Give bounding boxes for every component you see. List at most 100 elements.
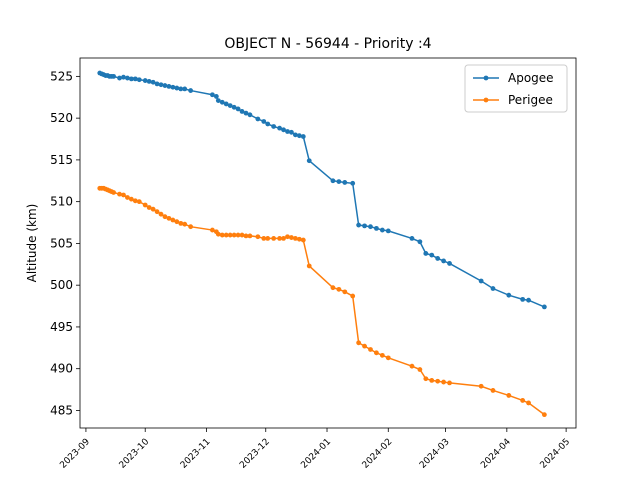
perigee-point xyxy=(385,355,391,361)
perigee-point xyxy=(255,234,261,240)
apogee-point xyxy=(121,74,126,80)
perigee-point xyxy=(478,383,484,389)
perigee-point xyxy=(136,199,142,205)
apogee-point xyxy=(350,180,356,186)
perigee-point xyxy=(265,236,271,241)
perigee-point xyxy=(379,352,385,358)
apogee-point xyxy=(213,94,219,99)
apogee-point xyxy=(261,119,267,124)
apogee-point xyxy=(223,101,229,107)
perigee-point xyxy=(239,232,245,238)
apogee-point xyxy=(255,116,261,122)
apogee-point xyxy=(292,132,298,138)
perigee-point xyxy=(423,376,429,382)
legend: Apogee Perigee xyxy=(464,64,568,113)
perigee-point xyxy=(162,214,168,220)
apogee-point xyxy=(235,106,241,112)
perigee-point xyxy=(128,196,134,202)
perigee-point xyxy=(490,388,496,393)
perigee-point xyxy=(289,235,294,240)
legend-label-apogee: Apogee xyxy=(508,71,554,85)
perigee-point xyxy=(235,232,241,238)
apogee-point xyxy=(210,92,215,98)
apogee-point xyxy=(136,77,142,83)
apogee-point xyxy=(526,297,531,303)
perigee-point xyxy=(146,205,152,210)
perigee-point xyxy=(154,209,160,215)
perigee-point xyxy=(215,231,221,237)
apogee-point xyxy=(158,82,164,88)
perigee-point xyxy=(506,393,512,398)
y-tick-label: 525 xyxy=(50,69,73,83)
perigee-point xyxy=(243,233,249,239)
apogee-point xyxy=(374,225,379,231)
y-tick-label: 515 xyxy=(50,153,73,167)
apogee-point xyxy=(117,75,122,81)
perigee-point xyxy=(306,263,312,269)
apogee-point xyxy=(285,129,290,134)
perigee-point xyxy=(150,206,156,212)
apogee-point xyxy=(265,121,271,127)
apogee-point xyxy=(125,75,130,81)
y-tick-label: 485 xyxy=(50,403,73,417)
apogee-point xyxy=(478,278,484,284)
apogee-point xyxy=(174,85,180,91)
perigee-point xyxy=(409,363,415,369)
apogee-point xyxy=(247,112,253,118)
apogee-point xyxy=(166,84,172,89)
perigee-point xyxy=(132,198,138,204)
apogee-point xyxy=(271,124,277,129)
perigee-point xyxy=(441,379,446,385)
apogee-point xyxy=(506,292,512,298)
perigee-point xyxy=(292,236,298,241)
perigee-point xyxy=(429,377,435,383)
apogee-point xyxy=(490,286,496,291)
perigee-point xyxy=(142,202,148,208)
perigee-point xyxy=(541,412,547,418)
apogee-point xyxy=(146,78,152,84)
perigee-point xyxy=(227,232,233,238)
perigee-point xyxy=(166,215,172,221)
legend-marker-apogee xyxy=(483,75,489,81)
apogee-point xyxy=(188,88,194,93)
perigee-point xyxy=(178,220,184,226)
apogee-point xyxy=(441,258,446,264)
apogee-point xyxy=(178,86,184,92)
y-tick-label: 500 xyxy=(50,278,73,292)
y-tick-label: 510 xyxy=(50,195,73,209)
perigee-point xyxy=(300,237,306,243)
perigee-point xyxy=(520,398,526,403)
y-tick-label: 495 xyxy=(50,320,73,334)
perigee-point xyxy=(330,285,336,291)
perigee-point xyxy=(342,289,348,295)
apogee-point xyxy=(362,223,367,229)
y-tick-label: 490 xyxy=(50,362,73,376)
apogee-point xyxy=(243,110,249,116)
apogee-point xyxy=(409,236,415,241)
perigee-point xyxy=(125,195,130,200)
apogee-point xyxy=(306,158,312,164)
perigee-point xyxy=(170,217,176,223)
apogee-point xyxy=(231,104,237,110)
perigee-point xyxy=(277,236,282,241)
apogee-point xyxy=(142,78,148,83)
apogee-point xyxy=(227,103,233,109)
apogee-point xyxy=(281,127,286,133)
perigee-point xyxy=(121,192,126,198)
apogee-point xyxy=(356,222,362,228)
legend-label-perigee: Perigee xyxy=(508,93,553,107)
perigee-point xyxy=(111,190,116,195)
apogee-point xyxy=(520,296,526,302)
apogee-point xyxy=(219,99,225,105)
perigee-point xyxy=(223,232,229,238)
y-axis-label: Altitude (km) xyxy=(25,204,39,283)
perigee-point xyxy=(362,343,367,349)
perigee-point xyxy=(368,347,373,352)
apogee-point xyxy=(170,84,176,90)
apogee-point xyxy=(368,224,373,230)
y-tick-label: 520 xyxy=(50,111,73,125)
perigee-point xyxy=(261,236,267,241)
perigee-point xyxy=(271,236,277,241)
perigee-point xyxy=(374,350,379,356)
